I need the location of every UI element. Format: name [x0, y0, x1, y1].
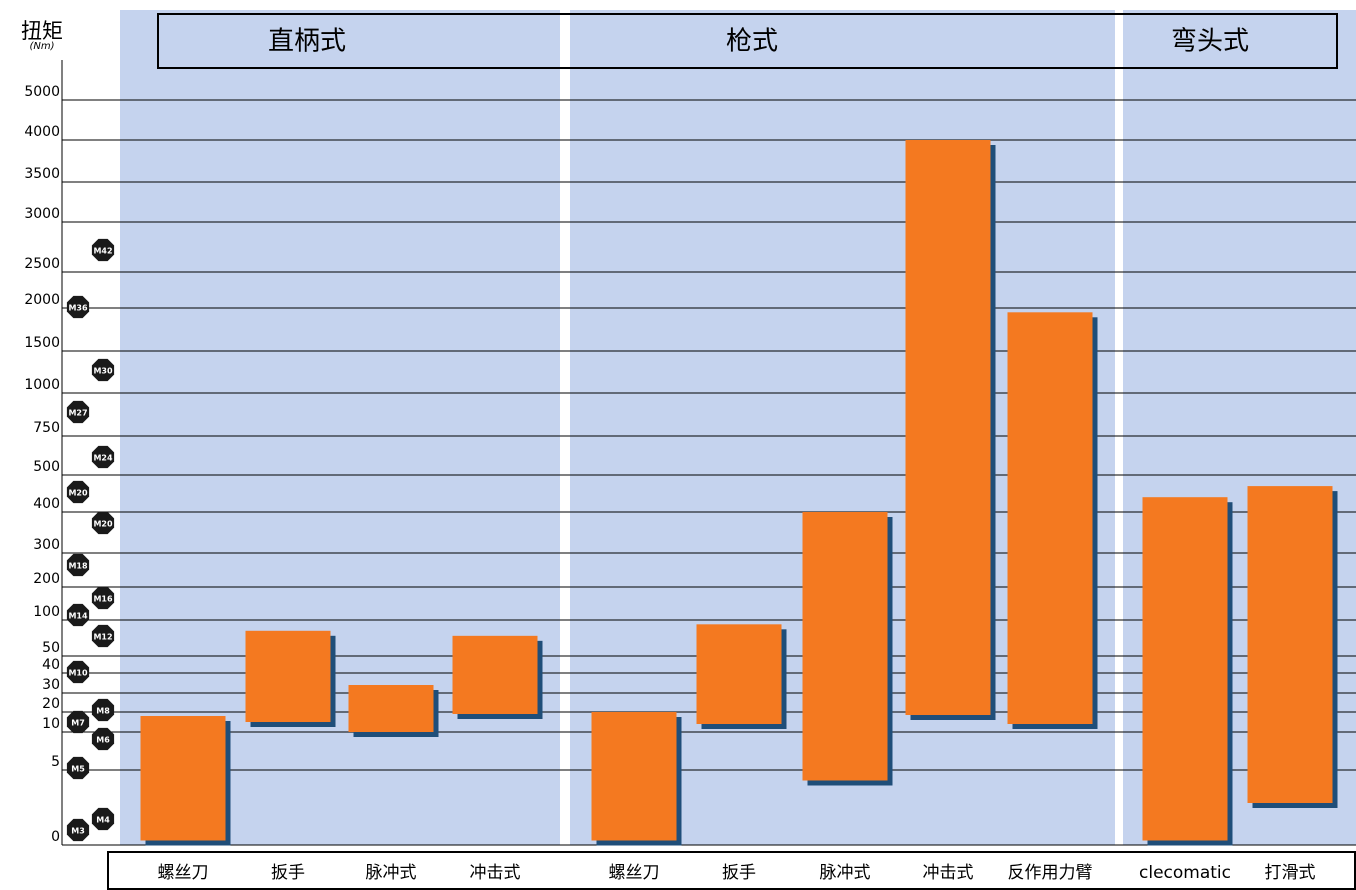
- bar: [1247, 486, 1333, 803]
- nut-icon: [91, 698, 115, 722]
- bar: [348, 685, 434, 732]
- nut-icon: [66, 818, 90, 842]
- nut-label: M6: [96, 736, 110, 745]
- bar: [245, 630, 331, 722]
- nut-label: M24: [93, 454, 113, 463]
- nut-label: M20: [93, 520, 113, 529]
- nut-label: M14: [68, 612, 88, 621]
- x-tick-label: 冲击式: [923, 863, 974, 883]
- nut-label: M8: [96, 707, 110, 716]
- nut-icon: [91, 238, 115, 262]
- y-tick-label: 100: [33, 604, 60, 620]
- x-tick-label: 螺丝刀: [158, 863, 209, 883]
- y-tick-label: 40: [42, 657, 60, 673]
- bar: [591, 712, 677, 841]
- x-tick-label: 扳手: [271, 863, 305, 883]
- x-tick-label: 脉冲式: [820, 863, 871, 883]
- y-tick-label: 1000: [24, 377, 60, 393]
- x-tick-label: clecomatic: [1139, 863, 1231, 883]
- x-tick-label: 反作用力臂: [1008, 863, 1093, 883]
- y-tick-label: 300: [33, 537, 60, 553]
- nut-icon: [66, 756, 90, 780]
- bar: [802, 512, 888, 781]
- y-tick-label: 5000: [24, 84, 60, 100]
- group-header-box: [157, 13, 1338, 69]
- y-tick-label: 20: [42, 696, 60, 712]
- y-tick-label: 0: [51, 829, 60, 845]
- nut-label: M20: [68, 489, 88, 498]
- y-tick-label: 200: [33, 571, 60, 587]
- y-tick-label: 2500: [24, 256, 60, 272]
- nut-icon: [91, 586, 115, 610]
- nut-icon: [91, 624, 115, 648]
- nut-label: M4: [96, 816, 110, 825]
- nut-icon: [66, 295, 90, 319]
- group-label: 直柄式: [268, 27, 346, 57]
- nut-icon: [66, 400, 90, 424]
- nut-icon: [91, 511, 115, 535]
- nut-label: M30: [93, 367, 113, 376]
- y-tick-label: 30: [42, 677, 60, 693]
- nut-icon: [66, 480, 90, 504]
- nut-icon: [91, 807, 115, 831]
- x-label-box: [107, 851, 1356, 890]
- nut-icon: [91, 727, 115, 751]
- y-axis-label: 扭矩: [21, 19, 63, 43]
- y-tick-label: 3000: [24, 206, 60, 222]
- y-tick-label: 750: [33, 420, 60, 436]
- y-tick-label: 500: [33, 459, 60, 475]
- nut-icon: [91, 445, 115, 469]
- nut-icon: [66, 660, 90, 684]
- bar: [452, 635, 538, 714]
- x-tick-label: 螺丝刀: [609, 863, 660, 883]
- y-tick-label: 2000: [24, 292, 60, 308]
- nut-label: M7: [71, 719, 85, 728]
- x-tick-label: 扳手: [722, 863, 756, 883]
- nut-icon: [91, 358, 115, 382]
- nut-label: M42: [93, 247, 112, 256]
- y-tick-label: 400: [33, 496, 60, 512]
- group-label: 枪式: [726, 27, 778, 57]
- nut-icon: [66, 553, 90, 577]
- bar: [696, 624, 782, 724]
- y-tick-label: 10: [42, 716, 60, 732]
- y-tick-label: 4000: [24, 124, 60, 140]
- group-label: 弯头式: [1171, 27, 1249, 57]
- nut-label: M36: [68, 304, 88, 313]
- nut-label: M18: [68, 562, 88, 571]
- nut-label: M16: [93, 595, 113, 604]
- x-tick-label: 打滑式: [1265, 863, 1316, 883]
- nut-label: M3: [71, 827, 85, 836]
- y-tick-label: 1500: [24, 335, 60, 351]
- y-tick-label: 5: [51, 754, 60, 770]
- x-tick-label: 脉冲式: [366, 863, 417, 883]
- x-tick-label: 冲击式: [470, 863, 521, 883]
- nut-label: M10: [68, 669, 88, 678]
- bar: [140, 716, 226, 841]
- nut-icon: [66, 603, 90, 627]
- y-axis-unit: (Nm): [29, 41, 54, 52]
- bar: [1007, 312, 1093, 724]
- nut-icon: [66, 710, 90, 734]
- y-tick-label: 50: [42, 640, 60, 656]
- bar: [905, 140, 991, 715]
- nut-label: M5: [71, 765, 85, 774]
- nut-label: M27: [68, 409, 87, 418]
- y-tick-label: 3500: [24, 166, 60, 182]
- bar: [1142, 497, 1228, 841]
- nut-label: M12: [93, 633, 112, 642]
